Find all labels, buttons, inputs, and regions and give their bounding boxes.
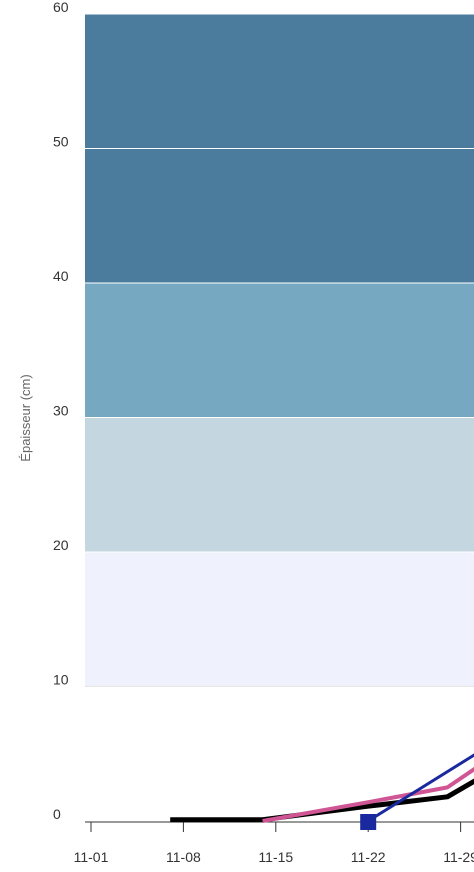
y-tick-label-0: 0 — [53, 806, 61, 822]
y-axis-title: Épaisseur (cm) — [18, 374, 33, 461]
y-tick-label-40: 40 — [53, 268, 69, 284]
x-axis — [85, 821, 474, 832]
series-lines — [170, 753, 474, 830]
x-tick-label-11-29: 11-29 — [443, 849, 474, 865]
x-tick-label-11-01: 11-01 — [74, 849, 109, 865]
y-tick-label-30: 30 — [53, 403, 69, 419]
plot-bands — [85, 14, 474, 687]
x-tick-label-11-15: 11-15 — [258, 849, 293, 865]
y-tick-label-10: 10 — [53, 672, 69, 688]
y-tick-label-20: 20 — [53, 537, 69, 553]
series-2-marker-0 — [360, 814, 377, 830]
plot-band-20-30 — [85, 417, 474, 552]
gridlines — [85, 13, 474, 687]
y-tick-label-50: 50 — [53, 134, 69, 150]
y-tick-label-60: 60 — [53, 0, 69, 15]
series-line-0 — [170, 778, 474, 823]
y-axis-tick-labels: 0 10 20 30 40 50 60 — [53, 0, 69, 822]
plot-band-30-40 — [85, 283, 474, 418]
series-line-2 — [367, 753, 474, 823]
x-tick-label-11-08: 11-08 — [166, 849, 201, 865]
x-axis-tick-labels: 11-01 11-08 11-15 11-22 11-29 — [74, 849, 474, 865]
x-tick-label-11-22: 11-22 — [351, 849, 386, 865]
series-line-1 — [262, 766, 474, 823]
plot-band-10-20 — [85, 552, 474, 687]
